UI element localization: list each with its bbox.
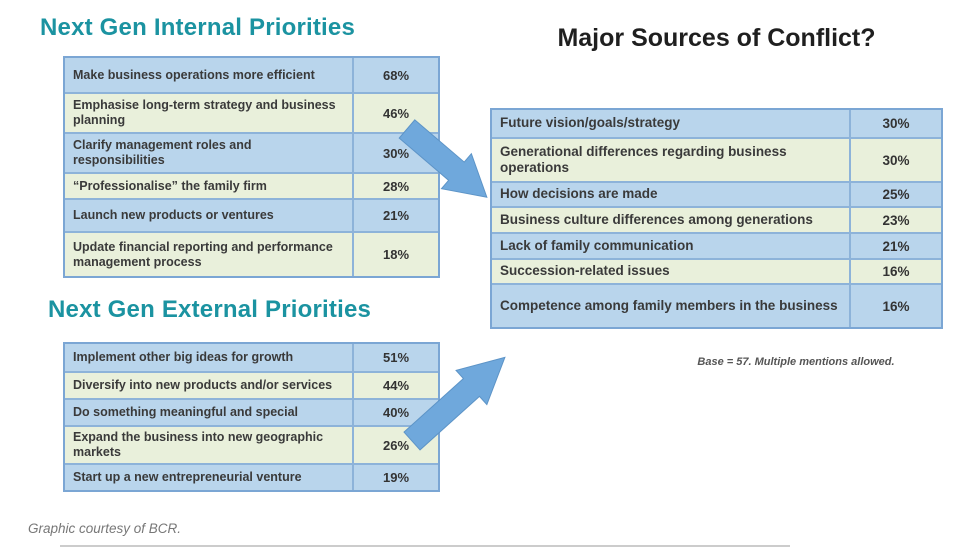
table-row: Launch new products or ventures 21% (65, 198, 438, 231)
table-row: Business culture differences among gener… (492, 206, 941, 232)
row-label: Update financial reporting and performan… (73, 239, 333, 269)
table-row: “Professionalise” the family firm 28% (65, 172, 438, 198)
row-label: Business culture differences among gener… (500, 211, 813, 227)
row-value: 18% (352, 233, 438, 276)
table-row: Update financial reporting and performan… (65, 231, 438, 276)
row-label: “Professionalise” the family firm (73, 178, 267, 193)
row-label: Succession-related issues (500, 263, 670, 279)
conflict-table: Future vision/goals/strategy 30% Generat… (490, 108, 943, 329)
table-row: Make business operations more efficient … (65, 58, 438, 92)
table-row: Competence among family members in the b… (492, 283, 941, 327)
table-row: Start up a new entrepreneurial venture 1… (65, 463, 438, 490)
table-row: Succession-related issues 16% (492, 258, 941, 283)
row-label: Lack of family communication (500, 237, 694, 253)
row-label: Do something meaningful and special (73, 405, 299, 419)
row-label: Generational differences regarding busin… (500, 143, 787, 175)
internal-priorities-title: Next Gen Internal Priorities (40, 14, 356, 41)
row-value: 21% (849, 234, 941, 258)
row-label: Future vision/goals/strategy (500, 115, 681, 131)
table-row: Diversify into new products and/or servi… (65, 371, 438, 398)
row-value: 30% (352, 134, 438, 172)
row-value: 30% (849, 110, 941, 137)
table-row: Emphasise long-term strategy and busines… (65, 92, 438, 132)
row-value: 30% (849, 139, 941, 181)
table-row: Future vision/goals/strategy 30% (492, 110, 941, 137)
internal-priorities-table: Make business operations more efficient … (63, 56, 440, 278)
base-note: Base = 57. Multiple mentions allowed. (697, 356, 895, 368)
row-value: 40% (352, 400, 438, 425)
row-label: Implement other big ideas for growth (73, 350, 294, 364)
row-value: 23% (849, 208, 941, 232)
row-label: Start up a new entrepreneurial venture (73, 470, 302, 484)
table-row: Expand the business into new geographic … (65, 425, 438, 463)
bottom-divider-line (60, 545, 790, 547)
row-value: 51% (352, 344, 438, 371)
table-row: Implement other big ideas for growth 51% (65, 344, 438, 371)
row-label: Make business operations more efficient (73, 67, 315, 82)
row-value: 16% (849, 285, 941, 327)
row-label: Emphasise long-term strategy and busines… (73, 98, 336, 127)
row-value: 25% (849, 183, 941, 206)
table-row: Generational differences regarding busin… (492, 137, 941, 181)
graphic-credit: Graphic courtesy of BCR. (28, 521, 182, 536)
row-value: 21% (352, 200, 438, 231)
row-label: Competence among family members in the b… (500, 297, 838, 313)
external-priorities-table: Implement other big ideas for growth 51%… (63, 342, 440, 492)
row-label: Launch new products or ventures (73, 208, 274, 222)
table-row: How decisions are made 25% (492, 181, 941, 206)
row-value: 16% (849, 260, 941, 283)
row-value: 46% (352, 94, 438, 132)
row-value: 19% (352, 465, 438, 490)
row-label: Clarify management roles and responsibil… (73, 138, 252, 167)
row-value: 68% (352, 58, 438, 92)
table-row: Do something meaningful and special 40% (65, 398, 438, 425)
row-value: 28% (352, 174, 438, 198)
row-label: Expand the business into new geographic … (73, 430, 324, 459)
table-row: Lack of family communication 21% (492, 232, 941, 258)
row-label: Diversify into new products and/or servi… (73, 378, 333, 392)
row-value: 26% (352, 427, 438, 463)
conflict-title: Major Sources of Conflict? (557, 24, 876, 52)
table-row: Clarify management roles and responsibil… (65, 132, 438, 172)
external-priorities-title: Next Gen External Priorities (48, 296, 372, 323)
row-label: How decisions are made (500, 186, 658, 202)
row-value: 44% (352, 373, 438, 398)
